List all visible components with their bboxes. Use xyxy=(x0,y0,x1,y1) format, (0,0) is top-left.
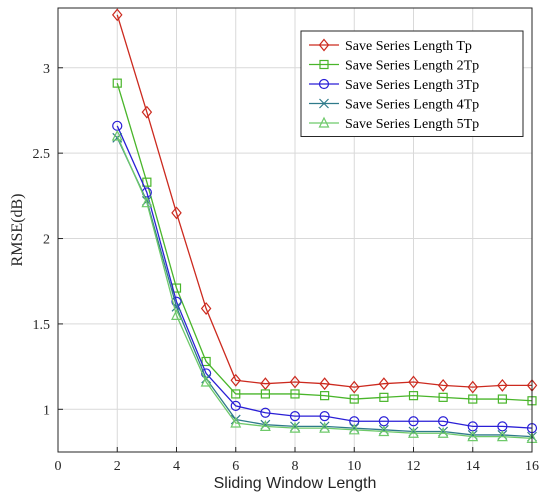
data-point xyxy=(230,416,242,428)
data-point xyxy=(289,411,301,422)
legend-marker xyxy=(318,38,330,52)
legend-item: Save Series Length Tp xyxy=(309,38,472,54)
data-point xyxy=(200,302,212,316)
data-point xyxy=(496,430,508,442)
series-3 xyxy=(112,120,538,434)
series-layer xyxy=(111,8,538,443)
legend: Save Series Length Tp Save Series Length … xyxy=(300,30,524,137)
data-point xyxy=(408,416,419,427)
data-point xyxy=(437,426,449,438)
data-point xyxy=(408,375,419,389)
data-point xyxy=(290,389,300,399)
data-point xyxy=(349,394,359,404)
data-point xyxy=(260,377,271,391)
series-line xyxy=(116,125,533,429)
data-point xyxy=(111,129,123,141)
data-point xyxy=(378,377,390,391)
legend-item: Save Series Length 5Tp xyxy=(309,116,479,132)
data-point xyxy=(289,375,301,389)
x-tick-label: 16 xyxy=(525,459,539,474)
data-point xyxy=(319,421,331,433)
x-tick-label: 8 xyxy=(292,459,299,474)
data-point xyxy=(438,416,449,427)
data-point xyxy=(348,380,360,394)
data-point xyxy=(467,430,479,442)
legend-label: Save Series Length 2Tp xyxy=(345,59,479,74)
data-point xyxy=(497,394,507,404)
legend-label: Save Series Length 3Tp xyxy=(345,78,479,93)
data-point xyxy=(408,426,419,438)
data-point xyxy=(320,391,330,401)
data-point xyxy=(260,389,270,399)
x-tick-label: 10 xyxy=(347,459,361,474)
x-tick-label: 6 xyxy=(232,459,239,474)
data-point xyxy=(111,8,123,22)
data-point xyxy=(112,78,122,88)
data-point xyxy=(231,389,241,399)
y-tick-label: 3 xyxy=(43,62,50,77)
y-tick-label: 1 xyxy=(43,403,50,418)
legend-marker xyxy=(319,59,329,70)
x-axis-title: Sliding Window Length xyxy=(214,475,377,492)
data-point xyxy=(348,423,360,435)
data-point xyxy=(319,411,330,422)
data-point xyxy=(112,132,123,143)
data-point xyxy=(289,421,301,433)
series-line xyxy=(116,82,533,402)
legend-label: Save Series Length 5Tp xyxy=(345,117,479,132)
x-tick-label: 14 xyxy=(466,459,480,474)
legend-label: Save Series Length Tp xyxy=(345,39,472,54)
y-tick-label: 2.5 xyxy=(33,147,51,162)
data-point xyxy=(438,392,448,402)
legend-item: Save Series Length 3Tp xyxy=(309,78,479,93)
data-point xyxy=(200,375,212,387)
legend-label: Save Series Length 4Tp xyxy=(345,98,479,113)
legend-item: Save Series Length 2Tp xyxy=(309,59,479,74)
series-1 xyxy=(111,8,538,394)
data-point xyxy=(497,378,508,392)
y-tick-label: 1.5 xyxy=(33,318,51,333)
data-point xyxy=(141,196,153,208)
x-tick-label: 12 xyxy=(407,459,421,474)
legend-item: Save Series Length 4Tp xyxy=(309,98,479,113)
legend-marker xyxy=(318,78,330,90)
data-point xyxy=(171,309,182,320)
legend-marker xyxy=(319,98,329,109)
data-point xyxy=(437,378,449,392)
y-axis-title: RMSE(dB) xyxy=(9,194,26,267)
data-point xyxy=(379,392,389,402)
legend-marker xyxy=(318,116,330,128)
x-tick-label: 4 xyxy=(173,459,180,474)
y-tick-label: 2 xyxy=(43,233,50,248)
series-5 xyxy=(111,129,538,443)
data-point xyxy=(141,105,153,119)
series-line xyxy=(116,14,532,388)
x-tick-label: 2 xyxy=(114,459,121,474)
data-point xyxy=(467,380,479,394)
data-point xyxy=(230,400,241,411)
data-point xyxy=(260,407,271,418)
tick-labels: 0 2 4 6 8 10 12 14 16 1 1.5 2 2.5 3 xyxy=(33,62,540,474)
x-tick-label: 0 xyxy=(55,459,62,474)
data-point xyxy=(201,356,211,367)
data-point xyxy=(230,414,241,425)
data-point xyxy=(319,377,330,391)
data-point xyxy=(230,373,242,387)
data-point xyxy=(259,420,271,431)
data-point xyxy=(171,206,182,220)
data-point xyxy=(468,394,478,404)
series-line xyxy=(116,135,533,439)
data-point xyxy=(408,391,419,401)
data-point xyxy=(378,425,390,437)
